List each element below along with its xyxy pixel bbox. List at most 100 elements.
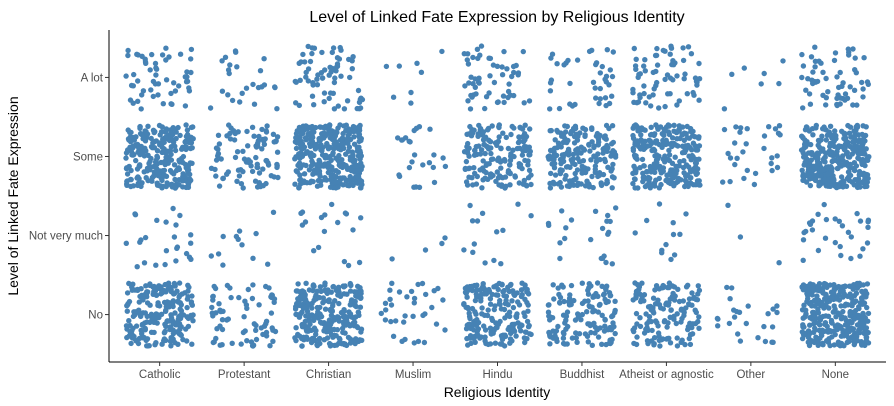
data-point: [340, 182, 346, 188]
data-point: [184, 69, 190, 75]
data-point: [142, 234, 149, 241]
data-point: [330, 283, 337, 290]
data-point: [134, 264, 140, 270]
data-point: [136, 299, 142, 305]
data-point: [169, 169, 175, 176]
data-point: [696, 314, 702, 320]
data-point: [147, 302, 153, 308]
data-point: [851, 87, 858, 94]
data-point: [227, 62, 233, 68]
data-point: [228, 294, 234, 301]
data-point: [679, 150, 686, 156]
data-point: [350, 176, 356, 182]
data-point: [314, 82, 321, 88]
data-point: [845, 46, 851, 52]
data-point: [610, 49, 616, 55]
data-point: [663, 137, 669, 143]
data-point: [293, 79, 299, 85]
data-point: [299, 126, 305, 133]
data-point: [469, 283, 475, 290]
data-point: [589, 173, 595, 180]
data-point: [694, 82, 700, 88]
data-point: [633, 341, 640, 348]
data-point: [311, 167, 317, 174]
data-point: [642, 57, 648, 63]
data-point: [336, 300, 342, 307]
data-point: [250, 255, 256, 261]
data-point: [350, 54, 356, 60]
data-point: [482, 150, 488, 157]
data-point: [263, 329, 270, 336]
data-point: [174, 288, 180, 294]
data-point: [357, 178, 363, 184]
data-point: [147, 67, 153, 73]
data-point: [478, 334, 484, 340]
data-point: [653, 318, 659, 324]
data-point: [497, 301, 503, 308]
data-point: [685, 44, 692, 50]
data-point: [495, 157, 501, 163]
data-point: [850, 139, 856, 145]
data-point: [138, 286, 144, 292]
data-point: [511, 92, 517, 99]
data-point: [316, 138, 323, 144]
data-point: [851, 133, 857, 139]
data-point: [318, 313, 325, 320]
data-point: [470, 54, 476, 61]
data-point: [663, 141, 669, 148]
data-point: [293, 304, 299, 310]
data-point: [725, 150, 731, 157]
data-point: [579, 311, 585, 318]
data-point: [301, 179, 307, 186]
data-point: [332, 75, 338, 81]
data-point: [253, 336, 260, 343]
data-point: [674, 335, 680, 341]
data-point: [229, 340, 235, 346]
data-point: [824, 132, 831, 138]
data-point: [613, 205, 619, 211]
data-point: [487, 55, 494, 62]
data-point: [715, 323, 721, 329]
data-point: [387, 296, 393, 302]
data-point: [356, 130, 362, 137]
data-point: [832, 239, 838, 246]
data-point: [800, 63, 807, 69]
points-layer: [123, 43, 872, 349]
data-point: [669, 143, 675, 150]
data-point: [680, 298, 686, 304]
data-point: [254, 161, 260, 167]
data-point: [336, 318, 342, 324]
data-point: [473, 181, 480, 187]
data-point: [826, 305, 832, 311]
data-point: [318, 70, 325, 76]
data-point: [295, 281, 301, 287]
data-point: [729, 71, 735, 78]
data-point: [317, 173, 323, 179]
data-point: [637, 315, 643, 321]
data-point: [358, 95, 364, 101]
data-point: [506, 324, 512, 331]
data-point: [602, 323, 608, 329]
data-point: [609, 336, 615, 343]
data-point: [163, 307, 169, 313]
data-point: [602, 76, 608, 83]
data-point: [319, 75, 326, 81]
data-point: [474, 294, 480, 300]
data-point: [514, 145, 520, 152]
data-point: [732, 161, 738, 168]
data-point: [479, 185, 485, 191]
data-point: [150, 127, 157, 133]
data-point: [467, 202, 473, 209]
data-point: [349, 66, 355, 72]
data-point: [673, 320, 679, 327]
data-point: [652, 287, 658, 293]
data-point: [159, 124, 165, 130]
data-point: [556, 105, 563, 112]
data-point: [648, 318, 654, 325]
data-point: [631, 328, 637, 335]
data-point: [681, 76, 687, 82]
data-point: [612, 154, 619, 160]
data-point: [296, 102, 302, 109]
data-point: [769, 324, 776, 330]
